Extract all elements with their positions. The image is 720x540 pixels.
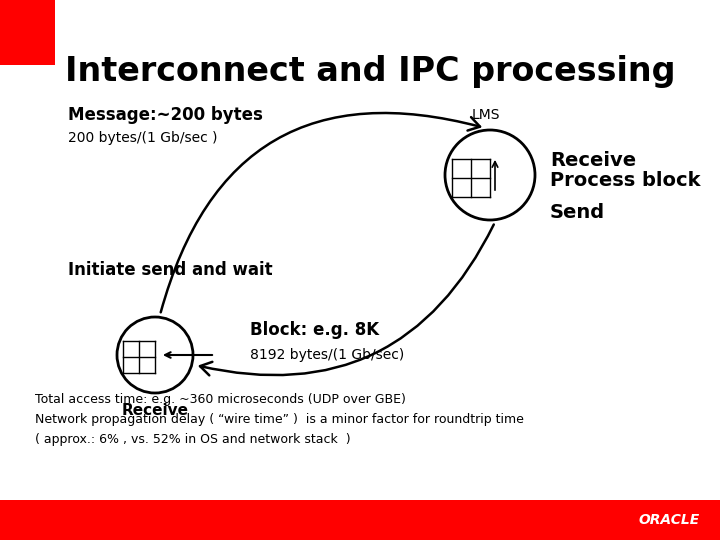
Text: Receive: Receive: [550, 151, 636, 170]
Text: Total access time: e.g. ~360 microseconds (UDP over GBE): Total access time: e.g. ~360 microsecond…: [35, 394, 406, 407]
FancyArrowPatch shape: [161, 113, 480, 312]
Text: ORACLE: ORACLE: [639, 513, 700, 527]
FancyArrowPatch shape: [200, 225, 494, 375]
Text: LMS: LMS: [472, 108, 500, 122]
Text: Send: Send: [550, 204, 605, 222]
Text: Receive: Receive: [122, 403, 189, 418]
Text: Initiate send and wait: Initiate send and wait: [68, 261, 273, 279]
Text: ( approx.: 6% , vs. 52% in OS and network stack  ): ( approx.: 6% , vs. 52% in OS and networ…: [35, 434, 351, 447]
Text: Block: e.g. 8K: Block: e.g. 8K: [250, 321, 379, 339]
Bar: [0, 0, 55, 65]
Text: Process block: Process block: [550, 171, 701, 190]
Text: 8192 bytes/(1 Gb/sec): 8192 bytes/(1 Gb/sec): [250, 348, 404, 362]
Text: 200 bytes/(1 Gb/sec ): 200 bytes/(1 Gb/sec ): [68, 131, 217, 145]
Text: Network propagation delay ( “wire time” )  is a minor factor for roundtrip time: Network propagation delay ( “wire time” …: [35, 414, 524, 427]
Bar: [0, 500, 720, 540]
Text: Interconnect and IPC processing: Interconnect and IPC processing: [65, 55, 675, 88]
Text: Message:~200 bytes: Message:~200 bytes: [68, 106, 263, 124]
